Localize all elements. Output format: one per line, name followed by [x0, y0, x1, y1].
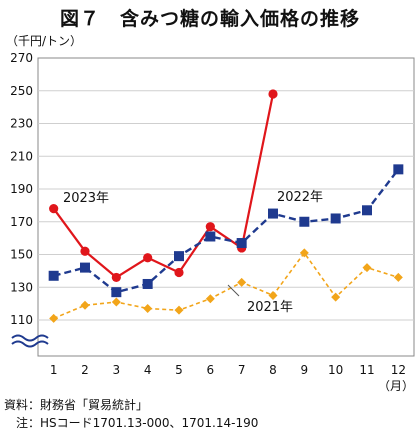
data-point	[48, 270, 59, 281]
x-tick-label: 9	[301, 363, 309, 377]
data-point	[299, 216, 310, 227]
series-label: 2023年	[63, 191, 109, 206]
y-tick-label: 210	[10, 149, 33, 163]
source-note: 資料：財務省「貿易統計」	[4, 398, 149, 412]
data-point	[362, 205, 372, 216]
data-point	[49, 204, 59, 214]
x-tick-label: 3	[113, 363, 121, 377]
y-tick-label: 270	[10, 51, 33, 65]
y-axis-unit: （千円/トン）	[6, 34, 83, 48]
x-tick-label: 7	[238, 363, 246, 377]
data-point	[174, 267, 184, 278]
chart-title: 図７ 含みつ糖の輸入価格の推移	[59, 8, 360, 30]
y-tick-label: 170	[10, 215, 33, 229]
data-point	[111, 297, 121, 307]
x-tick-label: 12	[391, 363, 406, 377]
y-tick-label: 230	[10, 117, 33, 131]
data-point	[331, 292, 341, 302]
data-point	[111, 287, 122, 298]
data-point	[237, 277, 247, 287]
data-point	[268, 208, 278, 219]
hs-code-note: 注：HSコード1701.13-000、1701.14-190	[4, 416, 259, 430]
data-point	[80, 300, 90, 310]
data-point	[393, 272, 403, 282]
data-point	[174, 305, 184, 315]
y-tick-label: 130	[10, 280, 33, 294]
data-point	[80, 262, 90, 273]
data-point	[299, 248, 309, 258]
x-tick-label: 11	[359, 363, 374, 377]
data-point	[268, 89, 278, 99]
axis-break-mark	[11, 340, 49, 348]
data-point	[205, 294, 215, 304]
data-point	[143, 304, 153, 314]
data-point	[393, 164, 404, 175]
x-tick-label: 4	[144, 363, 152, 377]
data-point	[142, 278, 153, 289]
data-point	[268, 290, 278, 300]
series-label: 2022年	[277, 190, 323, 205]
data-point	[80, 246, 90, 256]
x-tick-label: 6	[207, 363, 215, 377]
y-tick-label: 250	[10, 84, 33, 98]
data-point	[111, 272, 121, 283]
series-label: 2021年	[247, 300, 293, 315]
data-point	[143, 253, 153, 263]
series-line	[53, 251, 399, 320]
x-tick-label: 2	[81, 363, 89, 377]
series-line	[53, 168, 400, 294]
axis-break-mark	[11, 334, 49, 342]
y-tick-label: 110	[10, 313, 33, 327]
x-axis-unit: （月）	[378, 379, 414, 393]
data-point	[174, 251, 184, 262]
plot-frame	[37, 57, 415, 357]
x-tick-label: 5	[175, 363, 183, 377]
y-tick-label: 150	[10, 248, 33, 262]
x-tick-label: 1	[50, 363, 58, 377]
data-point	[205, 231, 216, 242]
series-line	[52, 93, 275, 279]
x-tick-label: 10	[328, 363, 343, 377]
data-point	[49, 313, 59, 323]
y-tick-label: 190	[10, 182, 33, 196]
label-leader	[227, 284, 240, 297]
data-point	[330, 213, 341, 224]
data-point	[236, 238, 247, 249]
x-tick-label: 8	[269, 363, 277, 377]
data-point	[205, 222, 215, 232]
data-point	[362, 263, 372, 273]
